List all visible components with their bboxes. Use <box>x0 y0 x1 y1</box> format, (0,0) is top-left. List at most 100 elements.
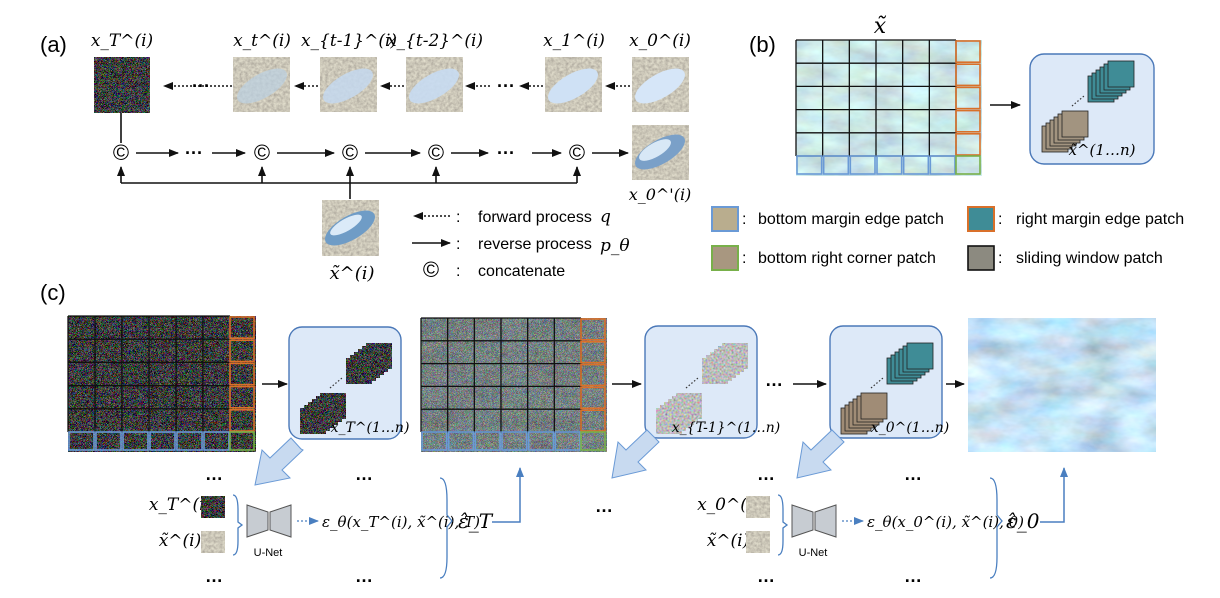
legend-swatch-bottom-margin <box>711 206 739 232</box>
right-margin-patch <box>955 63 981 87</box>
concat-3: © <box>342 140 358 165</box>
eps-hat-T: ε̂_T <box>458 509 494 533</box>
ellipsis-top-1: ··· <box>192 76 210 96</box>
unet-block-right: … … x_0^(i) x̃^(i) U-Net ε_θ(x_0^(i), x̃… <box>697 464 1040 586</box>
legend-a-sep-3: : <box>456 263 460 280</box>
label-x-t-1: x_{t-1}^(i) <box>301 31 397 51</box>
right-margin-patch <box>580 318 606 341</box>
right-margin-patch <box>580 363 606 387</box>
dots-right-bot-1: … <box>757 566 775 586</box>
dots-left-bot-1: … <box>205 566 223 586</box>
dots-right-top-2: … <box>904 464 922 484</box>
input-x-0-thumb <box>746 496 770 518</box>
right-margin-patch <box>229 385 255 409</box>
input-x-0: x_0^(i) <box>697 495 759 515</box>
ellipsis-c-mid: … <box>765 370 783 390</box>
bottom-margin-patch <box>929 155 956 175</box>
legend-corner: bottom right corner patch <box>758 250 936 267</box>
right-margin-patch <box>580 386 606 409</box>
right-margin-patch <box>229 362 255 386</box>
bottom-margin-patch <box>68 431 95 451</box>
bottom-margin-patch <box>447 431 475 451</box>
image-x-1 <box>545 57 602 112</box>
image-x-0-prime <box>632 125 689 180</box>
unet-decoder-right <box>814 504 837 538</box>
legend-b-sep-3: : <box>742 250 746 267</box>
image-x-t <box>233 57 290 112</box>
image-x-t-2 <box>406 57 463 112</box>
dots-left-top-2: … <box>355 464 373 484</box>
unet-label-left: U-Net <box>254 547 283 559</box>
dots-right-bot-2: … <box>904 566 922 586</box>
patch-stack-c3 <box>840 342 934 435</box>
image-x-t-1 <box>320 57 377 112</box>
image-x-tilde-grid <box>795 39 982 176</box>
concat-1: © <box>113 140 129 165</box>
input-x-tilde-right: x̃^(i) <box>707 531 750 551</box>
panel-c: x_T^(1…n) x_{T-1}^(1…n) … x_0^(1…n) <box>67 315 1156 586</box>
legend-sliding: sliding window patch <box>1016 250 1163 267</box>
unet-encoder-left <box>246 504 269 538</box>
concat-row: © ··· © © © ··· © <box>113 140 629 165</box>
label-stack-T-1: x_{T-1}^(1…n) <box>672 420 780 436</box>
down-arrow-1 <box>254 437 304 486</box>
output-eps-left: ε_θ(x_T^(i), x̃^(i), T) <box>322 513 480 531</box>
right-margin-patch <box>955 133 981 156</box>
dots-center: … <box>595 496 613 516</box>
bottom-margin-patch <box>122 431 149 451</box>
label-x-T: x_T^(i) <box>91 31 153 51</box>
panel-label-c: (c) <box>40 280 66 305</box>
bottom-margin-patch <box>149 431 176 451</box>
input-x-T: x_T^(i) <box>149 495 211 515</box>
legend-right-margin: right margin edge patch <box>1016 211 1184 228</box>
right-margin-patch <box>955 109 981 133</box>
legend-bottom-margin: bottom margin edge patch <box>758 211 944 228</box>
concat-5: © <box>569 140 585 165</box>
right-margin-patch <box>580 340 606 364</box>
bottom-margin-patch <box>876 155 903 175</box>
label-x-tilde-stack: x̃^(1…n) <box>1069 141 1136 159</box>
corner-patch <box>229 431 255 451</box>
right-margin-patch <box>955 86 981 110</box>
right-margin-patch <box>955 40 981 64</box>
legend-swatch-corner <box>711 245 739 271</box>
corner-patch <box>580 431 606 451</box>
label-x-tilde-image: x̃ <box>874 14 887 39</box>
patch-card <box>721 342 749 370</box>
ellipsis-mid-2: ··· <box>497 143 515 163</box>
eps-hat-0: ε̂_0 <box>1006 509 1040 533</box>
legend-b-sep-4: : <box>998 250 1002 267</box>
legend-concat-text: concatenate <box>478 263 565 280</box>
legend-reverse-symbol: p_θ <box>600 236 630 256</box>
bottom-margin-patch <box>176 431 203 451</box>
dots-right-top-1: … <box>757 464 775 484</box>
legend-forward-symbol: q <box>600 207 611 227</box>
down-arrow-3 <box>796 429 845 479</box>
bottom-margin-patch <box>796 155 823 175</box>
bottom-margin-patch <box>95 431 122 451</box>
input-x-tilde-thumb-right <box>746 531 770 553</box>
label-x-t-2: x_{t-2}^(i) <box>387 31 483 51</box>
label-x-t: x_t^(i) <box>233 31 291 51</box>
legend-b-sep-1: : <box>742 211 746 228</box>
bottom-margin-patch <box>849 155 876 175</box>
legend-forward-text: forward process <box>478 209 592 226</box>
patch-card <box>906 342 934 370</box>
legend-concat-symbol: © <box>423 257 439 282</box>
unet-block-left: … … x_T^(i) x̃^(i) U-Net ε_θ(x_T^(i), x̃… <box>149 464 494 586</box>
label-x-1: x_1^(i) <box>543 31 605 51</box>
legend-reverse-text: reverse process <box>478 236 592 253</box>
right-margin-patch <box>229 339 255 363</box>
bottom-margin-patch <box>527 431 555 451</box>
image-x-0 <box>632 57 689 112</box>
bottom-margin-patch <box>902 155 930 175</box>
panel-label-b: (b) <box>749 32 776 57</box>
legend-swatch-sliding <box>967 245 995 271</box>
patch-stack-c2 <box>655 342 749 435</box>
panel-b: x̃ x̃^(1…n) : bottom margin edge patch :… <box>711 14 1184 271</box>
patch-card <box>675 392 703 420</box>
patch-stack-b <box>1041 60 1135 153</box>
bottom-margin-patch <box>554 431 581 451</box>
output-reconstructed-image <box>968 318 1156 452</box>
